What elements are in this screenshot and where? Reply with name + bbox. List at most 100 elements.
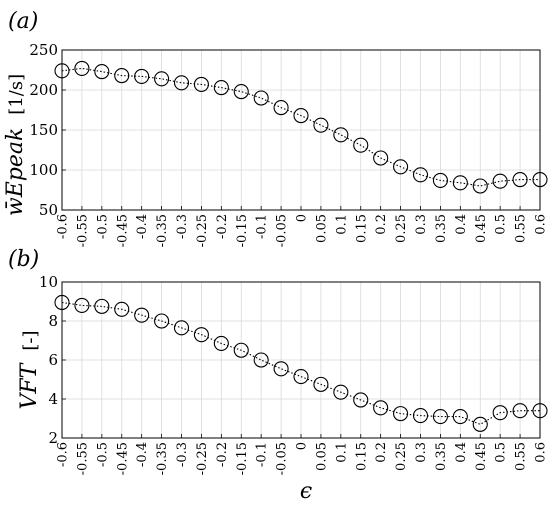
panel-a-x-tick-label: -0.55	[75, 214, 90, 247]
panel-a-x-tick-label: -0.05	[275, 214, 290, 247]
panel-a-data-point	[393, 159, 409, 175]
panel-a-x-tick-label: 0.3	[414, 214, 429, 235]
panel-a-x-tick-label: 0.1	[334, 214, 349, 235]
panel-b-data-point	[492, 405, 508, 421]
panel-b-x-tick-label: 0.6	[534, 442, 549, 463]
panel-b-data-point	[333, 384, 349, 400]
panel-a-data-point	[193, 76, 209, 92]
panel-b-x-tick-label: 0.2	[374, 442, 389, 463]
panel-b-y-axis-label-symbol: VFT	[17, 361, 42, 409]
panel-b-y-axis-label: VFT [-]	[17, 331, 42, 410]
panel-b-data-point	[512, 403, 528, 419]
panel-a-grid	[61, 49, 541, 211]
panel-b-data-point	[233, 342, 249, 358]
panel-a-data-point	[74, 60, 90, 76]
panel-b-x-tick-label: -0.4	[135, 442, 150, 467]
panel-b-data-point	[74, 297, 90, 313]
panel-a-data-point	[333, 127, 349, 143]
panel-a-x-tick-label: -0.3	[175, 214, 190, 239]
panel-b-data-point	[532, 403, 548, 419]
panel-a-x-tick-label: -0.5	[95, 214, 110, 239]
panel-a-y-axis-label-unit: [1/s]	[6, 74, 27, 115]
panel-a-y-tick-label: 50	[39, 201, 58, 219]
panel-b-data-point	[154, 313, 170, 329]
panel-b-x-tick-label: 0.4	[454, 442, 469, 463]
panel-a-data-point	[154, 71, 170, 87]
panel-a-x-tick-label: 0.35	[434, 214, 449, 243]
panel-a-series-line	[61, 67, 540, 187]
panel-a-x-tick-label: 0.15	[354, 214, 369, 243]
panel-a-y-axis-label-symbol: w̄Epeak	[3, 128, 28, 216]
panel-a-data-point	[213, 80, 229, 96]
panel-b-label: (b)	[8, 247, 39, 272]
panel-b-x-tick-label: 0	[295, 442, 310, 450]
panel-a-y-axis-label: w̄Epeak [1/s]	[3, 74, 28, 216]
panel-b-y-ticks: 2 4 6 8 10	[39, 273, 58, 447]
panel-b-x-tick-label: -0.1	[255, 442, 270, 467]
panel-b-data-point	[213, 335, 229, 351]
panel-b-series-line	[61, 301, 540, 425]
panel-a-y-tick-label: 100	[29, 161, 58, 179]
panel-a-series	[54, 60, 548, 194]
panel-a-x-tick-label: -0.15	[235, 214, 250, 247]
panel-a-data-point	[492, 173, 508, 189]
panel-b-x-tick-label: -0.2	[215, 442, 230, 467]
panel-b-x-tick-label: 0.15	[354, 442, 369, 471]
panel-b-y-tick-label: 6	[48, 351, 58, 369]
panel-b-data-point	[472, 416, 488, 432]
panel-b-x-tick-label: -0.25	[195, 442, 210, 475]
panel-a-y-tick-label: 250	[29, 41, 58, 59]
panel-b-x-tick-label: 0.1	[334, 442, 349, 463]
panel-a-x-tick-label: -0.2	[215, 214, 230, 239]
panel-a-data-point	[412, 167, 429, 183]
x-axis-label: ϵ	[300, 479, 312, 504]
panel-a-x-tick-label: -0.1	[255, 214, 270, 239]
panel-b-x-tick-label: 0.55	[514, 442, 529, 471]
panel-a-data-point	[94, 64, 110, 80]
panel-a-data-point	[432, 172, 448, 188]
panel-a-x-tick-label: 0.2	[374, 214, 389, 235]
panel-b-x-tick-label: 0.25	[394, 442, 409, 471]
panel-a-y-tick-label: 200	[29, 81, 58, 99]
panel-a-x-tick-label: 0.4	[454, 214, 469, 235]
panel-b-axes-frame	[61, 281, 541, 439]
panel-a-x-tick-label: 0.6	[534, 214, 549, 235]
panel-a-x-tick-label: -0.4	[135, 214, 150, 239]
panel-b-data-point	[452, 408, 468, 425]
panel-b-data-point	[253, 352, 269, 368]
panel-a-data-point	[54, 63, 70, 79]
panel-a-x-tick-label: 0.05	[314, 214, 329, 243]
panel-b-x-tick-label: -0.35	[155, 442, 170, 475]
panel-a-x-tick-label: 0.25	[394, 214, 409, 243]
panel-a-data-point	[134, 68, 150, 84]
panel-a-data-point	[114, 68, 130, 84]
panel-b-data-point	[313, 376, 329, 392]
panel-a-data-point	[313, 117, 329, 133]
panel-b-y-tick-label: 2	[48, 429, 58, 447]
panel-b-data-point	[114, 301, 130, 317]
panel-b-data-point	[134, 307, 150, 323]
panel-b-data-point	[353, 392, 369, 408]
panel-b-data-point	[412, 408, 429, 424]
panel-a-y-tick-label: 150	[29, 121, 58, 139]
panel-b-x-tick-label: 0.3	[414, 442, 429, 463]
panel-a-data-point	[253, 90, 269, 106]
panel-a-x-tick-label: -0.25	[195, 214, 210, 247]
panel-b-x-tick-label: 0.45	[474, 442, 489, 471]
panel-a-x-tick-label: -0.45	[115, 214, 130, 247]
panel-b-data-point	[173, 320, 190, 336]
panel-a-data-point	[353, 137, 369, 153]
panel-a-data-point	[472, 178, 488, 194]
panel-b-data-point	[373, 400, 389, 416]
panel-b-x-tick-label: -0.55	[75, 442, 90, 475]
panel-a-x-tick-label: 0.5	[494, 214, 509, 235]
panel-a-x-ticks: -0.6 -0.55 -0.5 -0.45 -0.4 -0.35 -0.3 -0.25 -0.2…	[56, 214, 549, 247]
panel-b-x-tick-label: -0.05	[275, 442, 290, 475]
panel-b-x-tick-label: 0.35	[434, 442, 449, 471]
panel-b-x-tick-label: -0.3	[175, 442, 190, 467]
panel-b-x-tick-label: -0.15	[235, 442, 250, 475]
panel-a-data-point	[532, 172, 548, 188]
panel-a-x-tick-label: -0.35	[155, 214, 170, 247]
panel-a-axes-frame	[61, 49, 541, 211]
